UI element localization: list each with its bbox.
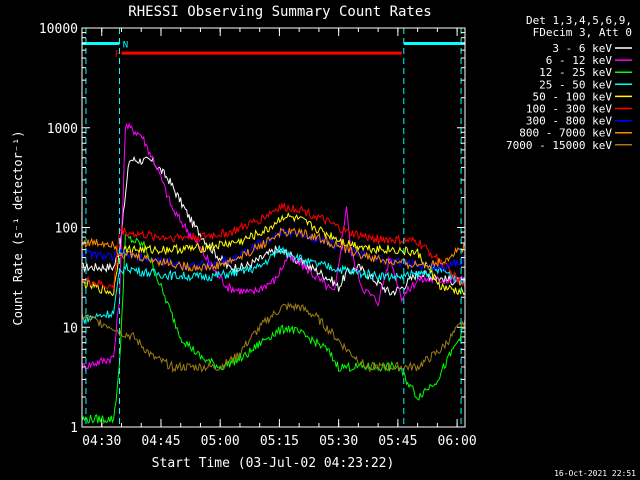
series-layer (81, 122, 466, 425)
legend-label: 800 - 7000 keV (519, 127, 612, 140)
x-tick-label: 05:30 (319, 434, 358, 449)
y-tick-label: 1 (70, 421, 78, 436)
legend-label: 300 - 800 keV (526, 115, 612, 128)
x-tick-label: 06:00 (438, 434, 477, 449)
series-line-7000-15000-kev (81, 301, 466, 374)
x-tick-label: 04:30 (82, 434, 121, 449)
series-line-25-50-kev (81, 245, 466, 325)
x-axis-label: Start Time (03-Jul-02 04:23:22) (152, 456, 395, 471)
x-tick-label: 05:15 (260, 434, 299, 449)
y-axis-ticks: 1 10 100 1000 10000 (39, 22, 465, 436)
x-tick-label: 05:00 (201, 434, 240, 449)
legend-label: 12 - 25 keV (539, 66, 612, 79)
y-tick-label: 1000 (47, 122, 78, 137)
legend-header-line-2: FDecim 3, Att 0 (533, 26, 632, 39)
y-tick-label: 10000 (39, 22, 78, 37)
y-tick-label: 100 (55, 222, 78, 237)
x-tick-label: 04:45 (141, 434, 180, 449)
legend-label: 50 - 100 keV (533, 90, 613, 103)
footer-timestamp: 16-Oct-2021 22:51 (554, 469, 636, 478)
flags-layer: NF (82, 40, 465, 60)
y-axis-label: Count Rate (s⁻¹ detector⁻¹) (11, 130, 25, 325)
x-axis-ticks: 04:30 04:45 05:00 05:15 05:30 05:45 06:00 (81, 28, 477, 449)
legend-label: 6 - 12 keV (546, 54, 613, 67)
series-line-12-25-kev (81, 234, 466, 425)
markers-layer (85, 28, 462, 427)
legend-label: 3 - 6 keV (552, 42, 612, 55)
legend-label: 7000 - 15000 keV (506, 139, 612, 152)
legend-label: 100 - 300 keV (526, 103, 612, 116)
series-line-800-7000-kev (81, 227, 466, 272)
y-tick-label: 10 (62, 321, 78, 336)
legend-header-line-1: Det 1,3,4,5,6,9, (526, 14, 632, 27)
x-tick-label: 05:45 (378, 434, 417, 449)
flag-label-n: N (123, 40, 128, 50)
flag-label-f: F (115, 50, 120, 60)
chart-title: RHESSI Observing Summary Count Rates (128, 4, 431, 20)
series-line-50-100-kev (81, 211, 466, 297)
legend-label: 25 - 50 keV (539, 78, 612, 91)
legend: Det 1,3,4,5,6,9, FDecim 3, Att 0 3 - 6 k… (506, 14, 632, 152)
series-line-6-12-kev (81, 122, 466, 372)
series-line-100-300-kev (81, 202, 466, 290)
